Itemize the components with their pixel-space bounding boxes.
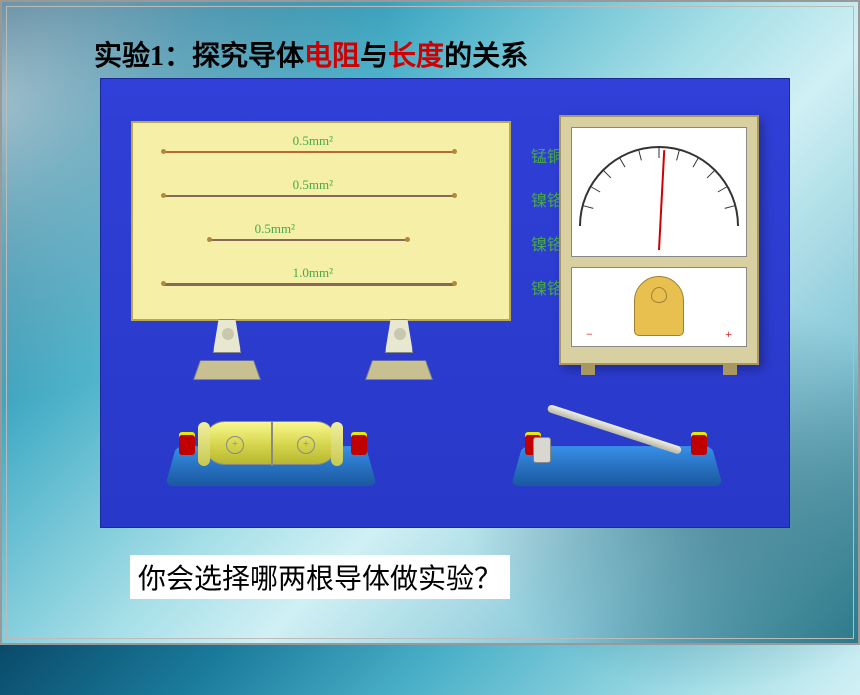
wire-endpoint: [452, 193, 457, 198]
wire-endpoint: [452, 281, 457, 286]
wire-cross-section-label: 1.0mm²: [293, 265, 333, 281]
wire-row: 0.5mm²镍铬: [133, 181, 509, 211]
wire-row: 1.0mm²镍铬: [133, 269, 509, 299]
battery-terminal: [179, 435, 195, 455]
meter-lower-housing: − +: [571, 267, 747, 347]
wire-endpoint: [452, 149, 457, 154]
meter-tick: [676, 151, 680, 161]
meter-tick: [603, 170, 611, 178]
experiment-diagram: 0.5mm²锰铜 0.5mm²镍铬 0.5mm²镍铬 1.0mm²镍铬 − + + +: [100, 78, 790, 528]
stand-base: [193, 360, 261, 380]
title-prefix: 实验1：探究导体: [94, 41, 304, 72]
battery-plus-icon: +: [297, 436, 315, 454]
title-red-2: 长度: [388, 41, 444, 72]
wire-endpoint: [161, 193, 166, 198]
wire-endpoint: [405, 237, 410, 242]
title-red-1: 电阻: [304, 41, 360, 72]
wire-line: [209, 239, 407, 241]
meter-tick: [707, 170, 715, 178]
meter-tick: [718, 187, 727, 193]
battery-terminal: [351, 435, 367, 455]
meter-scale-face: [571, 127, 747, 257]
wire-line: [163, 283, 454, 286]
board-stand-right: [369, 319, 429, 384]
wire-line: [163, 195, 454, 197]
stand-bracket: [213, 319, 241, 353]
wire-endpoint: [161, 149, 166, 154]
slide-title: 实验1：探究导体电阻与长度的关系: [90, 32, 532, 76]
wire-endpoint: [207, 237, 212, 242]
wire-row: 0.5mm²镍铬: [133, 225, 509, 255]
stand-bracket: [385, 319, 413, 353]
battery-divider: [271, 422, 273, 466]
wire-line: [163, 151, 454, 153]
meter-tick: [638, 151, 642, 161]
switch-terminal: [691, 435, 707, 455]
meter-tick: [584, 205, 594, 209]
title-mid: 与: [360, 41, 388, 72]
wire-row: 0.5mm²锰铜: [133, 137, 509, 167]
stand-base: [365, 360, 433, 380]
battery-plus-icon: +: [226, 436, 244, 454]
question-text: 你会选择哪两根导体做实验？: [130, 555, 510, 599]
wire-cross-section-label: 0.5mm²: [293, 177, 333, 193]
title-suffix: 的关系: [444, 41, 528, 72]
meter-foot: [723, 363, 737, 375]
wire-sample-board: 0.5mm²锰铜 0.5mm²镍铬 0.5mm²镍铬 1.0mm²镍铬: [131, 121, 511, 321]
switch-contact-post: [533, 437, 551, 463]
meter-tick: [693, 158, 699, 167]
meter-plus-label: +: [725, 327, 732, 342]
galvanometer: − +: [559, 115, 759, 365]
meter-foot: [581, 363, 595, 375]
wire-cross-section-label: 0.5mm²: [255, 221, 295, 237]
meter-coil-icon: [634, 276, 684, 336]
meter-tick: [591, 187, 600, 193]
meter-tick: [620, 158, 626, 167]
meter-tick: [659, 148, 660, 158]
meter-minus-label: −: [586, 327, 593, 342]
meter-tick: [725, 205, 735, 209]
battery-cells: + +: [203, 421, 338, 465]
board-stand-left: [197, 319, 257, 384]
wire-cross-section-label: 0.5mm²: [293, 133, 333, 149]
